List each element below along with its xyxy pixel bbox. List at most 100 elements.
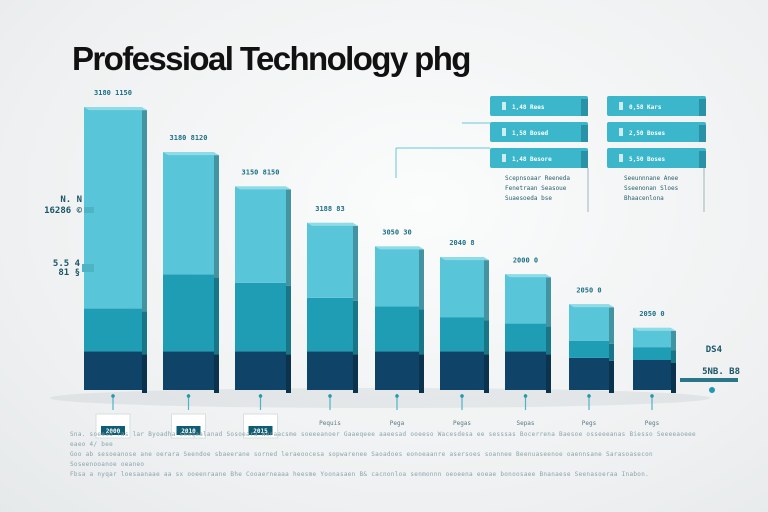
legend-swatch [619, 154, 623, 162]
legend-tab [490, 148, 588, 168]
legend-swatch [619, 128, 623, 136]
bar-segment [235, 282, 286, 352]
legend-note: Sseenonan Sloes [624, 185, 679, 192]
legend-tab-fold [581, 125, 588, 142]
annotation: DS4 [706, 345, 723, 355]
bar-segment [163, 274, 214, 352]
legend-note: Fenetraan Seasoue [505, 185, 567, 192]
bar-side [484, 354, 489, 393]
value-label: 3150 8150 [242, 168, 280, 176]
bar-segment [505, 274, 546, 324]
legend-label: 1,48 Besore [512, 156, 552, 163]
legend-note: Suaesoeda bse [505, 195, 552, 202]
annotation: N. N [60, 195, 82, 205]
bar-side [609, 360, 614, 393]
bar-side [546, 326, 551, 355]
legend-label: 2,50 Boses [629, 130, 666, 137]
value-label: 2050 0 [576, 286, 601, 294]
bar-segment [505, 351, 546, 390]
bar-side [286, 189, 291, 286]
legend-tab-fold [581, 151, 588, 168]
legend-swatch [619, 102, 623, 110]
bar-side [142, 110, 147, 312]
annotation: 5.5 4 [53, 259, 81, 269]
bar-segment [307, 297, 353, 352]
bar-side [484, 320, 489, 355]
bar-top [633, 327, 676, 331]
legend-tab [607, 122, 706, 142]
bar-side [353, 225, 358, 301]
value-label: 2040 8 [449, 239, 474, 247]
bar-segment [440, 317, 484, 352]
value-label: 3050 30 [382, 228, 412, 236]
annotation-marker [84, 207, 94, 213]
bar-segment [163, 152, 214, 275]
bar-segment [569, 357, 609, 390]
bar-side [671, 330, 676, 351]
tick-label: 2010 [181, 428, 196, 435]
tick-dot [395, 394, 399, 398]
annotation: 5NB. B8 [702, 367, 740, 377]
bar-side [546, 277, 551, 327]
annotation-marker [82, 264, 94, 272]
bar-segment [569, 340, 609, 358]
bar-top [84, 107, 147, 111]
tick-dot [111, 394, 115, 398]
legend-note: Seeunnnane Anee [624, 175, 679, 182]
bar-segment [375, 306, 419, 352]
value-label: 2000 0 [513, 256, 538, 264]
bar-segment [84, 351, 142, 390]
tick-chip [248, 426, 273, 435]
bar-side [214, 354, 219, 393]
bar-side [419, 249, 424, 310]
legend-tab-fold [699, 125, 706, 142]
legend-tab [607, 96, 706, 116]
bar-segment [440, 351, 484, 390]
tick-label: Pequis [319, 420, 341, 427]
tick-label: Pega [390, 420, 405, 427]
bar-segment [440, 257, 484, 318]
footer-text: Sna. soeesd ras lar Byoadha seaqaalanad … [70, 430, 700, 480]
tick-label: Sepas [516, 420, 534, 427]
tick-chip [101, 426, 125, 435]
bar-top [375, 246, 424, 250]
bar-top [505, 274, 551, 278]
value-label: 2050 0 [639, 310, 664, 318]
bar-segment [505, 323, 546, 352]
tick-dot [523, 394, 528, 398]
tick-label: 2000 [106, 428, 121, 435]
tick-dot [587, 394, 591, 398]
bar-segment [307, 222, 353, 298]
bar-top [440, 257, 489, 261]
legend-swatch [502, 154, 506, 162]
tick-label: Pegs [582, 420, 597, 427]
annotation: 81 § [58, 268, 80, 278]
bar-segment [633, 327, 671, 348]
bar-side [142, 354, 147, 393]
bar-segment [84, 308, 142, 352]
bar-side [484, 260, 489, 321]
bar-top [307, 222, 358, 226]
tick-label: 2015 [253, 428, 268, 435]
legend-note: Scepnsoaar Reeneda [505, 175, 570, 182]
legend-tab-fold [699, 99, 706, 116]
bar-side [671, 350, 676, 363]
bar-side [353, 354, 358, 393]
bar-segment [235, 351, 286, 390]
tick-dot [328, 394, 332, 398]
legend-tab [607, 148, 706, 168]
bar-side [214, 277, 219, 355]
legend-tab-fold [699, 151, 706, 168]
legend-label: 1,48 Rees [512, 104, 545, 111]
chart-title: Professioal Technology phg [72, 40, 471, 77]
value-label: 3180 1150 [94, 89, 132, 97]
tick-dot [186, 394, 191, 398]
legend-note: Bhaacenlona [624, 195, 664, 202]
bar-segment [307, 351, 353, 390]
bar-segment [569, 304, 609, 341]
tick-chip [176, 426, 201, 435]
annotation: 16286 © [44, 206, 83, 216]
value-label: 3180 8120 [170, 134, 208, 142]
bar-top [163, 152, 219, 156]
